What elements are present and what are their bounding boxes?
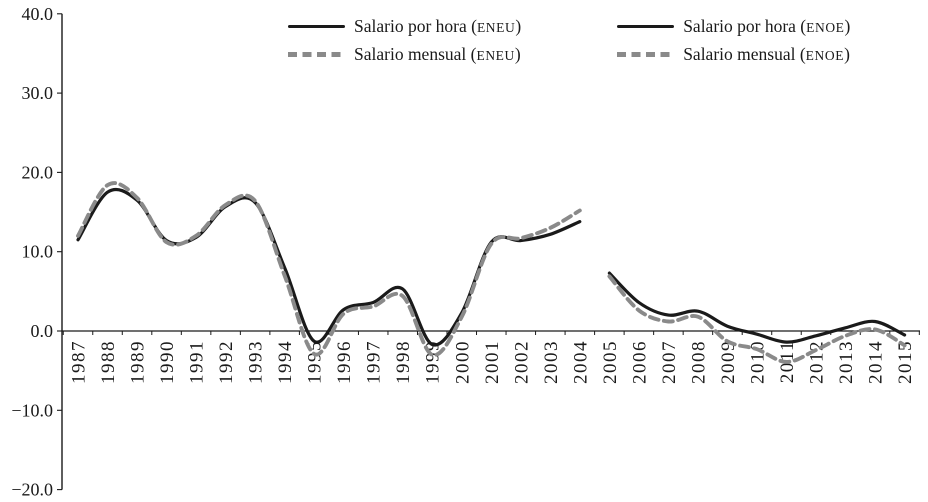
- x-tick-label: 2005: [600, 340, 621, 384]
- legend-line-solid: [617, 24, 675, 29]
- x-tick-label: 1996: [334, 340, 355, 384]
- legend-item-salario-mensual-enoe: Salario mensual (ENOE): [617, 44, 850, 65]
- legend-item-salario-hora-enoe: Salario por hora (ENOE): [617, 16, 850, 37]
- x-tick-label: 1989: [128, 340, 149, 384]
- x-tick-label: 2015: [895, 340, 916, 384]
- legend-label-text: Salario por hora (: [354, 16, 477, 36]
- x-tick-label: 1991: [187, 340, 208, 384]
- x-tick-label: 2001: [482, 340, 503, 384]
- x-tick-label: 2009: [718, 340, 739, 384]
- legend-label: Salario por hora (ENEU): [354, 16, 521, 37]
- y-tick-label: 40.0: [22, 4, 54, 24]
- y-tick-label: 10.0: [22, 242, 54, 262]
- y-tick-label: 0.0: [31, 321, 54, 341]
- legend-label: Salario por hora (ENOE): [683, 16, 850, 37]
- x-tick-label: 2014: [866, 340, 887, 384]
- legend-label-tag: ENEU: [476, 48, 515, 63]
- legend: Salario por hora (ENEU) Salario por hora…: [288, 16, 850, 65]
- legend-label-tag: ENOE: [805, 48, 845, 63]
- legend-item-salario-hora-eneu: Salario por hora (ENEU): [288, 16, 521, 37]
- x-tick-label: 2000: [452, 340, 473, 384]
- x-tick-label: 1988: [98, 340, 119, 384]
- legend-label: Salario mensual (ENOE): [683, 44, 850, 65]
- series-line-enoe-hora: [607, 271, 907, 344]
- legend-line-solid: [288, 24, 345, 29]
- legend-label-text: ): [844, 44, 850, 64]
- x-tick-label: 2003: [541, 340, 562, 384]
- x-tick-label: 1997: [364, 340, 385, 384]
- x-tick-label: 1992: [216, 340, 237, 384]
- legend-label-tag: ENOE: [806, 20, 845, 35]
- legend-line-dashed: [288, 52, 345, 57]
- x-tick-label: 1994: [275, 340, 296, 384]
- x-tick-label: 2008: [688, 340, 709, 384]
- x-tick-label: 1990: [157, 340, 178, 384]
- y-tick-label: −10.0: [11, 400, 53, 420]
- y-tick-label: 30.0: [22, 83, 54, 103]
- legend-label-tag: ENEU: [476, 20, 516, 35]
- x-tick-label: 1987: [69, 340, 90, 384]
- x-tick-label: 1993: [246, 340, 267, 384]
- legend-label-text: ): [844, 16, 851, 36]
- y-tick-label: 20.0: [22, 162, 54, 182]
- series-line-enoe-mensual: [607, 274, 907, 364]
- legend-label-text: ): [514, 44, 521, 64]
- legend-item-salario-mensual-eneu: Salario mensual (ENEU): [288, 44, 521, 65]
- x-tick-label: 2013: [836, 340, 857, 384]
- series-line-eneu-mensual: [76, 181, 582, 357]
- legend-line-dashed: [617, 52, 675, 57]
- x-tick-label: 2006: [629, 340, 650, 384]
- x-tick-label: 2004: [570, 340, 591, 384]
- series-line-eneu-hora: [76, 187, 582, 347]
- legend-label-text: Salario mensual (: [354, 44, 477, 64]
- x-tick-label: 2007: [659, 340, 680, 384]
- legend-label-text: Salario por hora (: [683, 16, 807, 36]
- legend-label: Salario mensual (ENEU): [354, 44, 521, 65]
- legend-label-text: Salario mensual (: [683, 44, 806, 64]
- x-tick-label: 1998: [393, 340, 414, 384]
- y-tick-label: −20.0: [11, 480, 53, 500]
- x-tick-label: 2002: [511, 340, 532, 384]
- legend-label-text: ): [515, 16, 522, 36]
